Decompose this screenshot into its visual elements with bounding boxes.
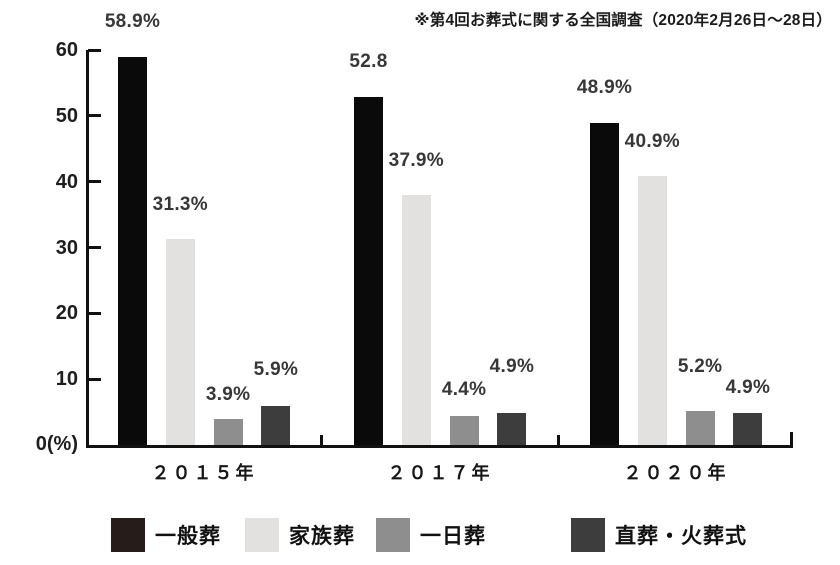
bar	[165, 238, 195, 445]
bar-value-label: 4.9%	[725, 376, 771, 398]
y-axis-tick-label: 20	[55, 302, 78, 325]
bar	[685, 410, 715, 445]
bar-value-label: 48.9%	[576, 77, 633, 99]
bar-value-label: 5.9%	[253, 359, 299, 381]
bar-value-label: 4.4%	[441, 379, 487, 401]
survey-note: ※第4回お葬式に関する全国調査（2020年2月26日～28日）	[414, 12, 832, 29]
legend: 一般葬 家族葬 一日葬 直葬・火葬式	[111, 516, 747, 554]
legend-swatch	[245, 518, 279, 552]
x-axis-separator-tick	[557, 435, 560, 445]
y-axis-tick	[88, 311, 101, 315]
legend-item: 直葬・火葬式	[571, 518, 747, 552]
y-axis-tick	[88, 48, 101, 52]
y-axis-tick	[88, 246, 101, 249]
y-axis-tick-label: 30	[55, 236, 78, 259]
y-axis-zero-label: 0(%)	[35, 433, 78, 455]
bar-value-label: 52.8	[349, 51, 388, 73]
y-axis-tick-label: 10	[55, 368, 78, 391]
x-axis-line	[86, 445, 793, 448]
bar	[401, 195, 431, 445]
x-axis-end-tick	[790, 432, 793, 445]
legend-label: 一般葬	[155, 525, 221, 548]
bar	[261, 406, 291, 445]
y-axis-tick-label: 60	[55, 39, 78, 61]
bar	[637, 175, 667, 445]
y-axis-tick-label: 40	[55, 170, 78, 193]
legend-swatch	[376, 518, 410, 552]
y-axis-tick	[88, 114, 101, 118]
bar	[354, 97, 383, 445]
legend-label: 直葬・火葬式	[615, 525, 747, 548]
y-axis-tick-label: 50	[55, 104, 78, 127]
legend-label: 家族葬	[289, 525, 355, 548]
legend-item: 家族葬	[245, 518, 355, 552]
y-axis-tick	[88, 180, 101, 184]
x-axis-category-label: ２０１７年	[387, 463, 493, 483]
legend-item: 一日葬	[376, 518, 486, 552]
x-axis-category-label: ２０２０年	[623, 463, 729, 483]
bar-value-label: 3.9%	[205, 384, 251, 406]
y-axis-line	[86, 50, 89, 448]
bar-value-label: 58.9%	[104, 11, 161, 33]
bar-value-label: 40.9%	[624, 130, 680, 152]
bar-value-label: 37.9%	[388, 150, 444, 172]
legend-swatch	[111, 518, 145, 552]
bar	[118, 57, 147, 445]
bar-value-label: 31.3%	[152, 193, 208, 215]
bar	[590, 123, 619, 445]
y-axis-tick	[88, 377, 101, 381]
x-axis-separator-tick	[320, 435, 323, 445]
bar	[733, 412, 763, 445]
bar	[449, 416, 479, 445]
x-axis-category-label: ２０１５年	[151, 463, 257, 483]
legend-swatch	[571, 518, 605, 552]
bar	[213, 419, 243, 445]
legend-label: 一日葬	[420, 525, 486, 548]
bar-value-label: 4.9%	[489, 355, 535, 377]
bar	[497, 412, 527, 445]
legend-item: 一般葬	[111, 518, 221, 552]
bar-value-label: 5.2%	[677, 355, 723, 377]
